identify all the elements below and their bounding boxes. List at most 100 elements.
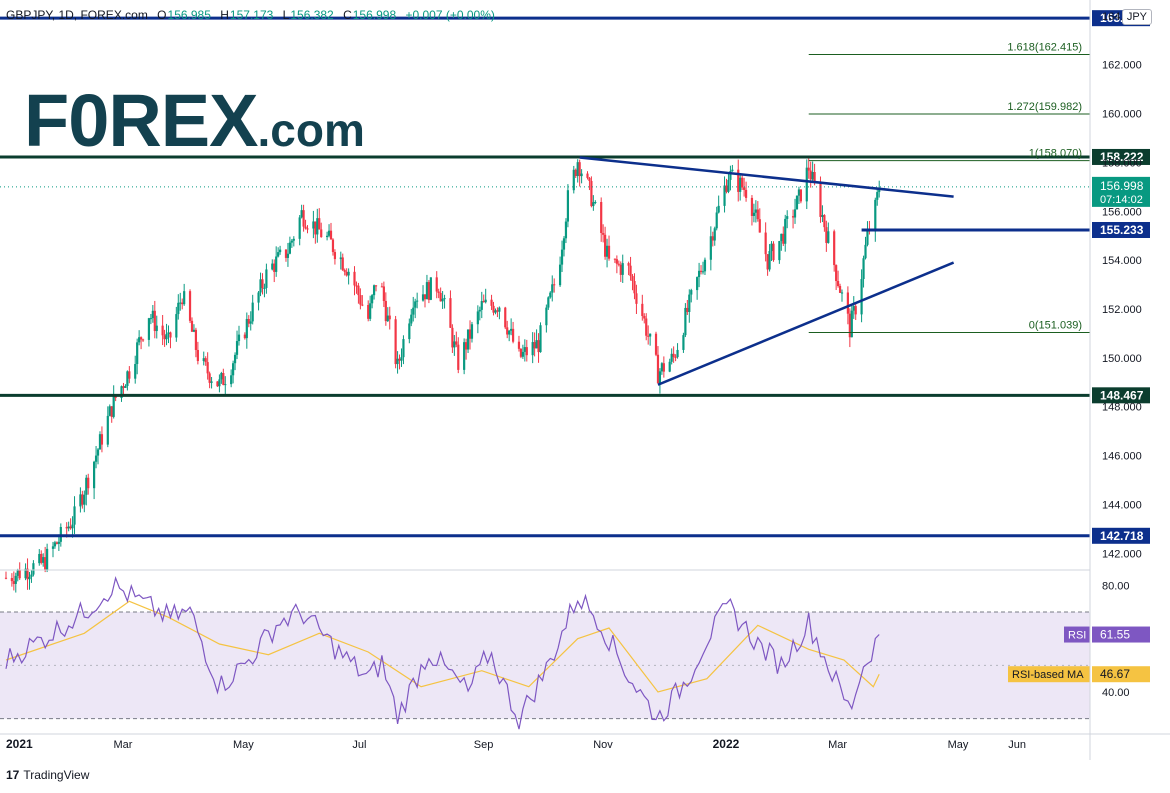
candle-body bbox=[44, 557, 47, 570]
candle-body bbox=[331, 239, 335, 253]
candle-body bbox=[629, 265, 632, 277]
candle-body bbox=[506, 327, 509, 335]
candle-body bbox=[727, 179, 730, 192]
candle-body bbox=[539, 325, 542, 353]
candle-body bbox=[807, 167, 810, 171]
symbol-label[interactable]: GBPJPY, 1D, FOREX.com bbox=[6, 8, 148, 22]
candle-body bbox=[85, 477, 88, 495]
candle-body bbox=[232, 363, 235, 376]
level-tag bbox=[1092, 148, 1150, 165]
candle-body bbox=[631, 276, 634, 281]
candle-body bbox=[16, 569, 19, 576]
candle-body bbox=[300, 210, 303, 218]
candle-body bbox=[641, 303, 644, 316]
candle-body bbox=[394, 319, 397, 365]
candle-body bbox=[18, 569, 21, 579]
candle-body bbox=[739, 177, 742, 192]
candle-body bbox=[645, 318, 648, 336]
level-label: 142.718 bbox=[1100, 529, 1144, 543]
candle-body bbox=[496, 310, 499, 312]
candle-body bbox=[224, 384, 227, 386]
time-tick-label: May bbox=[233, 739, 254, 751]
candle-body bbox=[819, 182, 822, 217]
candle-body bbox=[273, 263, 276, 272]
candle-body bbox=[492, 305, 495, 313]
candle-body bbox=[427, 282, 431, 300]
lower-trendline bbox=[657, 261, 955, 386]
open-label: O bbox=[157, 8, 167, 22]
candle-body bbox=[498, 307, 501, 312]
candle-body bbox=[136, 342, 139, 365]
candle-body bbox=[848, 313, 851, 338]
fib-label: 1.272(159.982) bbox=[1007, 101, 1082, 113]
candle-body bbox=[686, 307, 689, 312]
candle-body bbox=[770, 243, 773, 252]
candle-body bbox=[216, 381, 219, 387]
rsi-value-tag bbox=[1092, 626, 1150, 643]
candle-body bbox=[421, 294, 425, 301]
candle-body bbox=[688, 294, 691, 312]
candle-body bbox=[778, 241, 781, 261]
close-label: C bbox=[343, 8, 352, 22]
open-value: 156.985 bbox=[167, 8, 211, 22]
candle-body bbox=[327, 230, 331, 236]
candle-body bbox=[28, 576, 31, 580]
candle-body bbox=[353, 271, 356, 286]
candle-body bbox=[329, 230, 333, 240]
candle-body bbox=[38, 553, 41, 564]
candle-body bbox=[96, 449, 100, 456]
tradingview-brand[interactable]: 17 TradingView bbox=[6, 768, 89, 782]
time-tick-label: 2022 bbox=[713, 737, 740, 751]
candle-body bbox=[386, 315, 389, 322]
candle-body bbox=[367, 304, 370, 319]
fib-label: 1(158.070) bbox=[1029, 148, 1082, 160]
candle-body bbox=[511, 328, 515, 342]
candle-body bbox=[57, 541, 60, 544]
candle-body bbox=[298, 217, 301, 239]
candle-body bbox=[179, 302, 182, 304]
candle-body bbox=[81, 494, 84, 505]
candle-body bbox=[347, 271, 350, 276]
candle-body bbox=[139, 337, 143, 340]
candle-body bbox=[741, 177, 744, 188]
currency-button[interactable]: JPY bbox=[1121, 9, 1152, 25]
price-tick-label: 162.000 bbox=[1102, 60, 1142, 72]
candle-body bbox=[809, 170, 812, 180]
candle-body bbox=[314, 221, 317, 235]
candle-body bbox=[106, 415, 109, 445]
rsi-tick-label: 80.00 bbox=[1102, 580, 1130, 592]
candle-body bbox=[866, 229, 869, 245]
candle-body bbox=[24, 568, 27, 579]
candle-body bbox=[713, 228, 716, 241]
candle-body bbox=[764, 232, 767, 255]
candle-body bbox=[32, 563, 35, 575]
candle-body bbox=[275, 256, 278, 272]
candle-body bbox=[717, 205, 720, 213]
candle-body bbox=[854, 306, 857, 315]
candle-body bbox=[772, 243, 775, 261]
candle-body bbox=[833, 231, 836, 266]
candle-body bbox=[128, 371, 131, 379]
candle-body bbox=[466, 329, 470, 350]
tradingview-label: TradingView bbox=[23, 768, 90, 782]
candle-body bbox=[46, 548, 49, 570]
low-label: L bbox=[282, 8, 290, 22]
candle-body bbox=[151, 310, 154, 319]
candle-body bbox=[549, 292, 552, 298]
time-tick-label: Mar bbox=[828, 739, 847, 751]
logo-main: F0REX bbox=[24, 79, 259, 162]
candle-body bbox=[167, 332, 170, 334]
rsi-value-label: 61.55 bbox=[1100, 628, 1130, 642]
candle-body bbox=[701, 271, 705, 273]
candle-body bbox=[100, 434, 104, 445]
candle-body bbox=[566, 190, 570, 222]
upper-trendline bbox=[579, 156, 954, 198]
candle-body bbox=[155, 325, 158, 332]
time-tick-label: Jun bbox=[1008, 739, 1026, 751]
time-tick-label: Jul bbox=[352, 739, 366, 751]
candle-body bbox=[836, 281, 840, 287]
candle-body bbox=[181, 302, 184, 305]
candle-body bbox=[73, 506, 76, 525]
candle-body bbox=[793, 209, 797, 218]
